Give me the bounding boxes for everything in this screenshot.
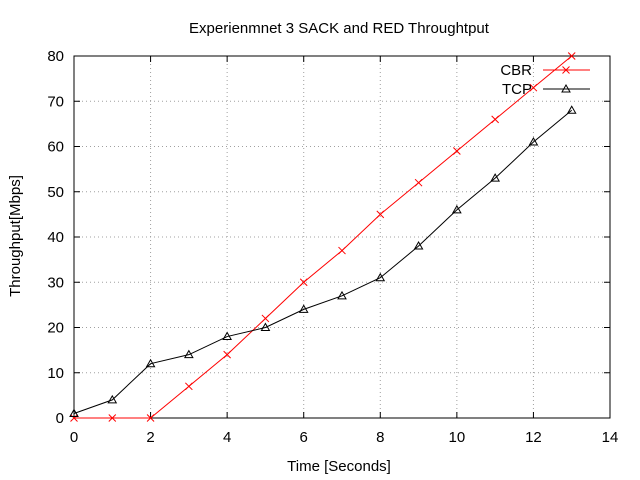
- data-point-tcp: [260, 322, 271, 331]
- y-tick-label: 70: [47, 93, 64, 110]
- data-point-tcp: [222, 331, 233, 341]
- data-point-cbr: [376, 210, 385, 219]
- x-tick-label: 8: [376, 429, 384, 446]
- x-tick-label: 0: [70, 429, 78, 446]
- legend-marker-tcp: [561, 83, 571, 93]
- x-tick-label: 2: [146, 429, 154, 446]
- data-point-tcp: [566, 105, 577, 114]
- chart-title: Experienmnet 3 SACK and RED Throughtput: [189, 20, 490, 37]
- data-point-cbr: [70, 414, 78, 422]
- y-tick-label: 0: [56, 410, 64, 427]
- data-point-tcp: [69, 408, 79, 417]
- data-point-tcp: [490, 173, 501, 182]
- data-point-tcp: [337, 290, 347, 300]
- data-point-cbr: [453, 147, 461, 155]
- gridlines: [74, 56, 610, 418]
- y-tick-label: 40: [47, 229, 64, 246]
- data-point-cbr: [223, 350, 231, 359]
- data-point-cbr: [185, 382, 193, 391]
- data-point-tcp: [145, 358, 156, 368]
- series-line-cbr: [74, 55, 573, 419]
- x-tick-label: 4: [223, 429, 231, 446]
- data-point-tcp: [375, 272, 386, 282]
- data-point-cbr: [529, 83, 538, 92]
- data-point-tcp: [183, 349, 194, 359]
- legend-label-tcp: TCP: [502, 81, 532, 98]
- y-tick-label: 30: [47, 274, 64, 291]
- data-point-tcp: [413, 241, 424, 250]
- data-point-tcp: [107, 394, 118, 404]
- x-axis-title: Time [Seconds]: [287, 458, 391, 475]
- legend-label-cbr: CBR: [500, 62, 532, 79]
- x-tick-label: 14: [602, 429, 619, 446]
- data-point-tcp: [298, 304, 309, 313]
- y-tick-label: 50: [47, 184, 64, 201]
- legend-marker-cbr: [562, 66, 570, 74]
- data-point-cbr: [261, 314, 270, 323]
- data-point-cbr: [491, 115, 499, 124]
- data-point-cbr: [108, 414, 117, 422]
- data-point-cbr: [146, 414, 155, 422]
- data-point-cbr: [567, 52, 576, 60]
- x-tick-label: 10: [449, 429, 466, 446]
- series-line-tcp: [73, 109, 573, 414]
- legend: CBR TCP: [500, 62, 590, 98]
- data-point-cbr: [299, 278, 308, 287]
- data-point-tcp: [451, 204, 462, 214]
- y-tick-label: 20: [47, 320, 64, 337]
- data-point-tcp: [528, 136, 539, 146]
- plot-frame: [73, 55, 611, 419]
- data-point-cbr: [338, 246, 346, 255]
- y-tick-label: 80: [47, 48, 64, 65]
- y-tick-label: 60: [47, 139, 64, 156]
- series-layer: [69, 52, 577, 422]
- x-tick-label: 12: [525, 429, 542, 446]
- y-tick-label: 10: [47, 365, 64, 382]
- axis-ticks: 0 2 4 6 8 10 12 14 0 10 20 30 40 50 60 70 80: [47, 48, 618, 446]
- y-axis-title: Throughput[Mbps]: [7, 175, 24, 297]
- x-tick-label: 6: [300, 429, 308, 446]
- data-point-cbr: [414, 178, 423, 187]
